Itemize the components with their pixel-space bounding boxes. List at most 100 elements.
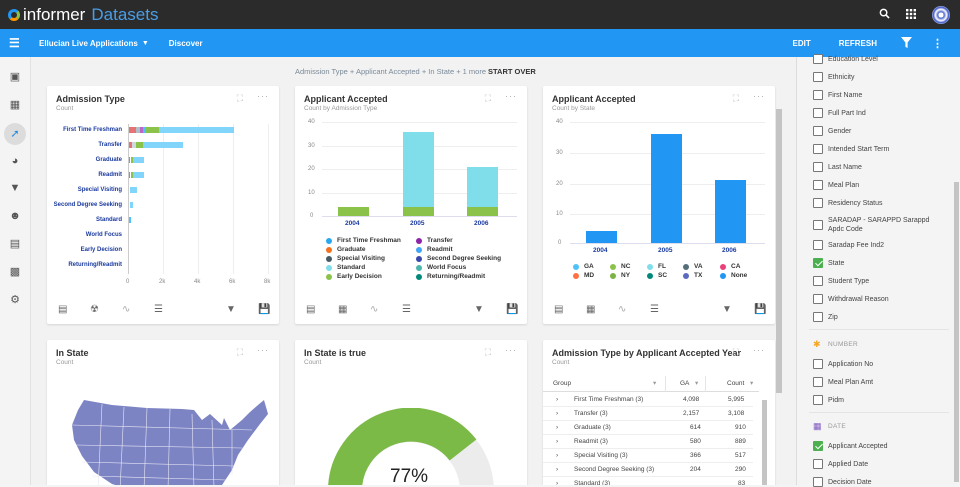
bar-segment[interactable]: [130, 202, 133, 208]
legend-item[interactable]: Early Decision: [326, 273, 382, 280]
user-avatar[interactable]: [932, 5, 950, 24]
bar-2004-none[interactable]: [586, 231, 617, 243]
expand-icon[interactable]: ⛶: [484, 347, 491, 357]
table-row[interactable]: › First Time Freshman (3) 4,098 5,995: [543, 393, 753, 407]
bar-segment[interactable]: [131, 157, 133, 163]
sort-icon[interactable]: ▾: [653, 380, 657, 387]
legend-item[interactable]: GA: [573, 263, 594, 270]
globe-icon[interactable]: ◕: [11, 155, 19, 167]
bar-label[interactable]: World Focus: [85, 232, 122, 238]
bar-segment[interactable]: [129, 127, 136, 133]
legend-item[interactable]: Graduate: [326, 246, 366, 253]
calendar-icon[interactable]: ▦: [338, 304, 348, 315]
bar-segment[interactable]: [130, 187, 137, 193]
field-checkbox[interactable]: [813, 72, 823, 82]
bar-segment[interactable]: [133, 157, 144, 163]
bar-label[interactable]: Readmit: [98, 172, 122, 178]
chevron-down-icon[interactable]: ▼: [141, 39, 149, 47]
field-label[interactable]: Withdrawal Reason: [828, 296, 889, 303]
people-icon[interactable]: ☻: [9, 210, 21, 222]
expand-icon[interactable]: ⛶: [236, 93, 243, 103]
legend-item[interactable]: MD: [573, 272, 594, 279]
us-map[interactable]: [72, 400, 272, 485]
field-checkbox[interactable]: [813, 395, 823, 405]
field-label[interactable]: First Name: [828, 92, 863, 99]
bar-chart-icon[interactable]: ▤: [554, 304, 564, 315]
field-checkbox[interactable]: [813, 312, 823, 322]
line-chart-icon[interactable]: ∿: [370, 304, 379, 315]
field-label[interactable]: Gender: [828, 128, 852, 135]
bar-label[interactable]: Graduate: [95, 157, 122, 163]
bar-2005-none[interactable]: [651, 134, 682, 243]
field-label[interactable]: Application No: [828, 361, 874, 368]
save-icon[interactable]: 💾: [506, 304, 519, 315]
field-label[interactable]: Meal Plan Amt: [828, 379, 874, 386]
field-label[interactable]: Saradap Fee Ind2: [828, 242, 885, 249]
settings-icon[interactable]: ⚙: [10, 294, 20, 306]
legend-item[interactable]: None: [720, 272, 747, 279]
field-checkbox[interactable]: [813, 294, 823, 304]
legend-item[interactable]: NY: [610, 272, 630, 279]
filter-icon[interactable]: ▼: [226, 304, 236, 315]
field-checkbox[interactable]: [813, 359, 823, 369]
bar-label[interactable]: Early Decision: [80, 247, 122, 253]
legend-item[interactable]: Special Visiting: [326, 255, 385, 262]
calendar-icon[interactable]: ▦: [586, 304, 596, 315]
bar-label[interactable]: Returning/Readmit: [68, 262, 122, 268]
table-row[interactable]: › Transfer (3) 2,157 3,108: [543, 407, 753, 421]
filter-icon[interactable]: [901, 36, 912, 50]
legend-item[interactable]: FL: [647, 263, 666, 270]
bar-chart-icon[interactable]: ▤: [306, 304, 316, 315]
bar-segment[interactable]: [143, 127, 145, 133]
line-chart-icon[interactable]: ∿: [122, 304, 131, 315]
discover-wand-icon[interactable]: ➚: [10, 128, 20, 140]
filter-icon[interactable]: ▼: [474, 304, 484, 315]
line-chart-icon[interactable]: ∿: [618, 304, 627, 315]
field-label[interactable]: Last Name: [828, 164, 862, 171]
field-checkbox[interactable]: [813, 459, 823, 469]
more-vertical-icon[interactable]: ⋮: [932, 37, 943, 50]
legend-item[interactable]: CA: [720, 263, 740, 270]
more-horizontal-icon[interactable]: ···: [257, 345, 269, 355]
bar-label[interactable]: First Time Freshman: [63, 127, 122, 133]
bar-segment[interactable]: [129, 157, 130, 163]
field-label[interactable]: Education Level: [828, 56, 878, 63]
legend-item[interactable]: Readmit: [416, 246, 453, 253]
column-header-ga[interactable]: GA: [680, 380, 690, 387]
bar-2006-standard[interactable]: [467, 167, 498, 207]
donut-chart[interactable]: [328, 408, 494, 485]
map-globe-icon[interactable]: ☢: [90, 304, 99, 315]
bar-segment[interactable]: [132, 142, 136, 148]
main-scrollbar[interactable]: [776, 109, 782, 393]
bar-segment[interactable]: [136, 127, 140, 133]
field-checkbox[interactable]: [813, 220, 823, 230]
table-row[interactable]: › Graduate (3) 614 910: [543, 421, 753, 435]
table-icon[interactable]: ☰: [154, 304, 163, 315]
field-label[interactable]: Applied Date: [828, 461, 869, 468]
field-label[interactable]: State: [828, 260, 845, 267]
bar-segment[interactable]: [131, 172, 133, 178]
legend-item[interactable]: NC: [610, 263, 630, 270]
table-icon[interactable]: ☰: [402, 304, 411, 315]
field-checkbox[interactable]: [813, 90, 823, 100]
field-label[interactable]: Zip: [828, 314, 838, 321]
more-horizontal-icon[interactable]: ···: [753, 345, 765, 355]
more-horizontal-icon[interactable]: ···: [505, 91, 517, 101]
table-scrollbar[interactable]: [762, 400, 767, 485]
expand-icon[interactable]: ⛶: [732, 347, 739, 357]
bar-segment[interactable]: [129, 172, 130, 178]
field-label[interactable]: Pidm: [828, 397, 844, 404]
field-label[interactable]: SARADAP - SARAPPD Sarappd Apdc Code: [828, 217, 930, 233]
sort-icon[interactable]: ▾: [695, 380, 699, 387]
expand-icon[interactable]: ⛶: [732, 93, 739, 103]
more-horizontal-icon[interactable]: ···: [257, 91, 269, 101]
field-checkbox[interactable]: [813, 144, 823, 154]
legend-item[interactable]: First Time Freshman: [326, 237, 401, 244]
bar-segment[interactable]: [129, 217, 131, 223]
breadcrumb[interactable]: Admission Type + Applicant Accepted + In…: [295, 67, 487, 76]
bar-chart-icon[interactable]: ▤: [58, 304, 68, 315]
sort-icon[interactable]: ▾: [750, 380, 754, 387]
legend-item[interactable]: World Focus: [416, 264, 466, 271]
chat-icon[interactable]: ▩: [9, 266, 21, 278]
field-checkbox[interactable]: [813, 198, 823, 208]
